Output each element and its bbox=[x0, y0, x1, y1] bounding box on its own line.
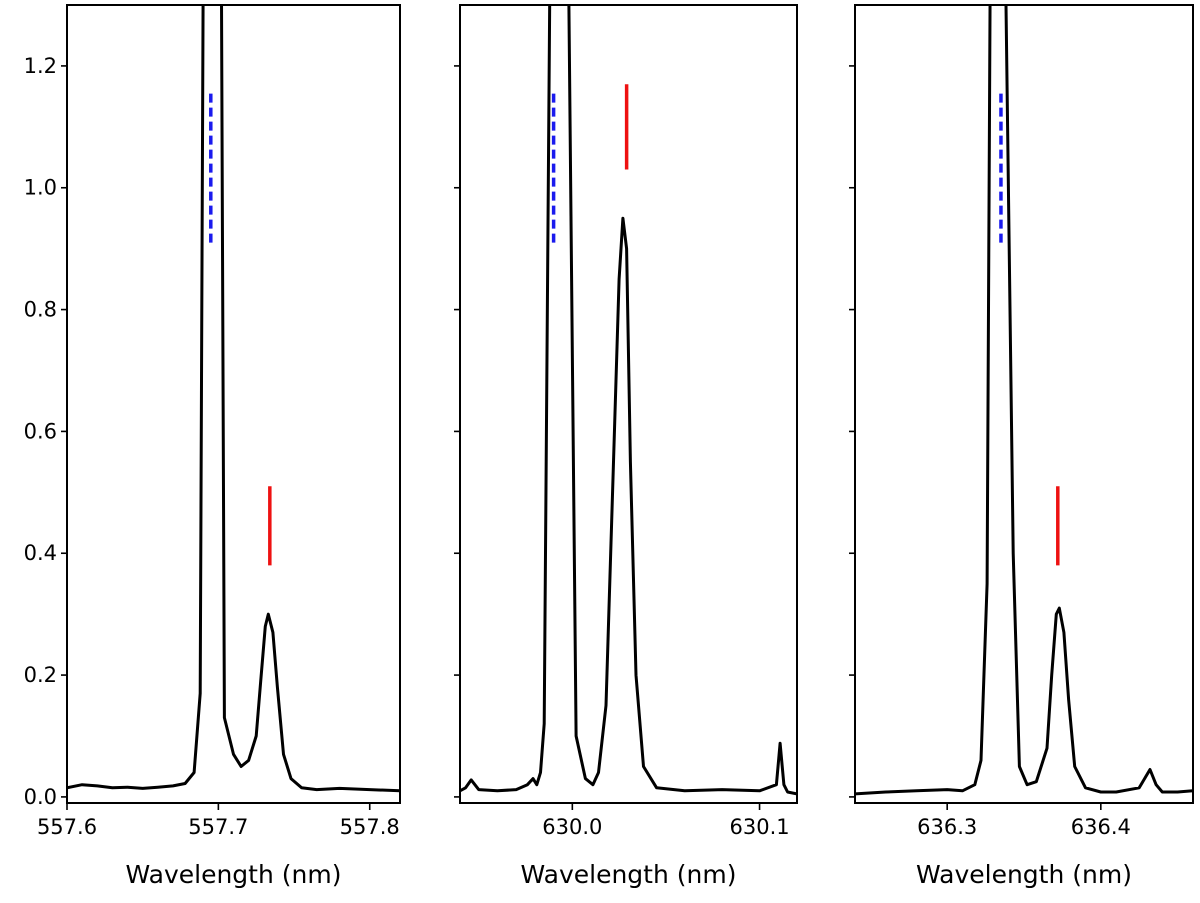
x-tick-label: 557.8 bbox=[340, 815, 400, 839]
axes-frame bbox=[854, 4, 1194, 804]
y-tick-label: 0.6 bbox=[24, 419, 57, 443]
spectrum-line bbox=[855, 5, 1193, 796]
x-axis-label: Wavelength (nm) bbox=[521, 860, 737, 889]
x-tick-label: 636.4 bbox=[1071, 815, 1131, 839]
panel-636nm: 636.3 636.4 Wavelength (nm) bbox=[849, 4, 1194, 889]
y-tick-label: 0.0 bbox=[24, 785, 57, 809]
x-tick-label: 557.6 bbox=[37, 815, 97, 839]
y-tick-label: 1.0 bbox=[24, 176, 57, 200]
spectrum-line bbox=[67, 5, 400, 793]
panel-557nm: 0.0 0.2 0.4 0.6 0.8 1.0 1.2 557.6 557.7 557.8 Wave… bbox=[24, 4, 401, 889]
x-tick-label: 636.3 bbox=[917, 815, 977, 839]
x-tick-label: 630.0 bbox=[542, 815, 602, 839]
axes-frame bbox=[66, 4, 401, 804]
x-tick-label: 557.7 bbox=[188, 815, 248, 839]
y-tick-label: 0.2 bbox=[24, 663, 57, 687]
plot-area bbox=[67, 5, 400, 793]
x-tick-label: 630.1 bbox=[729, 815, 789, 839]
plot-area bbox=[460, 5, 797, 796]
x-axis-label: Wavelength (nm) bbox=[126, 860, 342, 889]
x-axis-label: Wavelength (nm) bbox=[916, 860, 1132, 889]
y-tick-label: 1.2 bbox=[24, 54, 57, 78]
plot-area bbox=[855, 5, 1193, 796]
y-tick-label: 0.8 bbox=[24, 298, 57, 322]
axes-frame bbox=[459, 4, 798, 804]
spectrum-line bbox=[460, 5, 797, 796]
panel-630nm: 630.0 630.1 Wavelength (nm) bbox=[454, 4, 798, 889]
y-tick-label: 0.4 bbox=[24, 541, 57, 565]
